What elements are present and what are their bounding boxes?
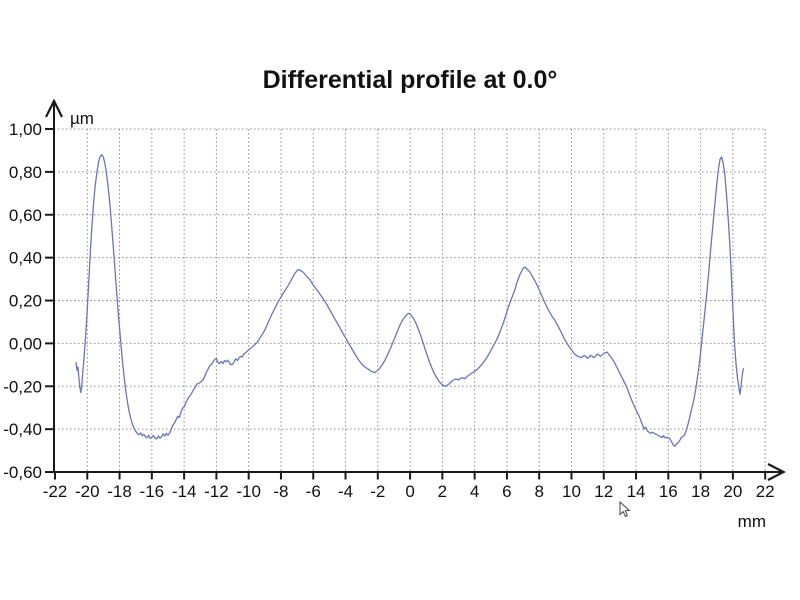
x-axis-tick-label: 12 xyxy=(594,482,613,501)
x-axis-tick-label: 4 xyxy=(470,482,479,501)
x-axis-unit-label: mm xyxy=(738,512,766,531)
x-axis-tick-label: 16 xyxy=(659,482,678,501)
x-axis-tick-label: 0 xyxy=(405,482,414,501)
x-axis-tick-label: -6 xyxy=(306,482,321,501)
x-axis-tick-label: -16 xyxy=(140,482,165,501)
x-axis-tick-label: -12 xyxy=(204,482,229,501)
x-axis-tick-label: -20 xyxy=(75,482,100,501)
x-axis-arrow-right-icon xyxy=(767,463,786,481)
mouse-cursor-icon xyxy=(619,500,631,518)
x-axis-tick-label: -14 xyxy=(172,482,197,501)
x-axis-tick-label: 6 xyxy=(502,482,511,501)
x-axis-tick-label: -18 xyxy=(107,482,132,501)
y-axis-unit-label: µm xyxy=(70,109,94,128)
y-axis-arrow-up-icon xyxy=(45,98,63,118)
x-axis-tick-label: 10 xyxy=(562,482,581,501)
y-axis-tick-label: 0,80 xyxy=(9,163,42,182)
y-axis-tick-label: -0,60 xyxy=(3,463,42,482)
y-axis-tick-label: 0,40 xyxy=(9,249,42,268)
x-axis-tick-label: 18 xyxy=(691,482,710,501)
y-axis-tick-label: -0,40 xyxy=(3,420,42,439)
y-axis-tick-label: -0,20 xyxy=(3,377,42,396)
x-axis-tick-label: 20 xyxy=(723,482,742,501)
x-axis-tick-label: 8 xyxy=(534,482,543,501)
x-axis-tick-label: -8 xyxy=(273,482,288,501)
x-axis-tick-label: -2 xyxy=(370,482,385,501)
chart-title: Differential profile at 0.0° xyxy=(262,66,558,94)
y-axis-tick-label: 0,60 xyxy=(9,206,42,225)
profile-curve xyxy=(75,154,745,447)
x-axis-tick-label: -4 xyxy=(338,482,353,501)
x-axis-tick-label: 22 xyxy=(756,482,775,501)
x-axis-tick-label: -22 xyxy=(43,482,68,501)
x-axis-tick-label: 2 xyxy=(438,482,447,501)
x-axis-tick-label: 14 xyxy=(627,482,646,501)
x-axis-tick-label: -10 xyxy=(236,482,261,501)
y-axis-tick-label: 1,00 xyxy=(9,120,42,139)
y-axis-tick-label: 0,20 xyxy=(9,292,42,311)
y-axis-tick-label: 0,00 xyxy=(9,334,42,353)
